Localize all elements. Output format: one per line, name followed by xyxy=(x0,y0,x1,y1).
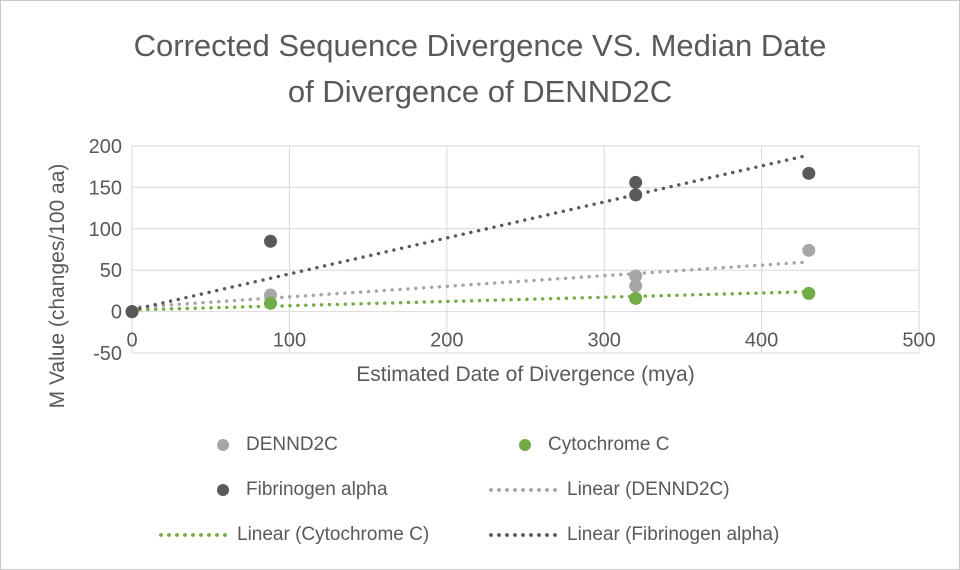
data-point-cytochrome-c xyxy=(264,296,278,310)
y-tick-label: 0 xyxy=(111,302,122,324)
x-tick-label: 300 xyxy=(588,330,621,352)
trendline-linear-cytochrome-c- xyxy=(130,290,811,312)
data-point-dennd2c xyxy=(629,269,643,283)
plot-border xyxy=(131,145,920,354)
data-point-dennd2c xyxy=(629,279,643,293)
data-point-fibrinogen-alpha xyxy=(264,234,278,248)
y-tick-label: 200 xyxy=(89,136,122,158)
x-axis-title: Estimated Date of Divergence (mya) xyxy=(356,363,695,386)
x-tick-label: 500 xyxy=(902,330,935,352)
chart-title: Corrected Sequence Divergence VS. Median… xyxy=(133,28,827,109)
data-point-dennd2c xyxy=(802,243,816,257)
data-point-cytochrome-c xyxy=(802,286,816,300)
data-point-cytochrome-c xyxy=(629,291,643,305)
y-tick-label: 100 xyxy=(89,219,122,241)
x-tick-label: 200 xyxy=(430,330,463,352)
trendline-linear-dennd2c- xyxy=(130,260,811,310)
y-tick-label: -50 xyxy=(93,343,122,365)
data-point-fibrinogen-alpha xyxy=(802,166,816,180)
data-point-fibrinogen-alpha xyxy=(629,188,643,202)
data-point-fibrinogen-alpha xyxy=(125,305,139,319)
data-point-fibrinogen-alpha xyxy=(629,175,643,189)
y-tick-label: 150 xyxy=(89,177,122,199)
trendline-linear-fibrinogen-alpha- xyxy=(130,153,811,312)
x-tick-label: 100 xyxy=(273,330,306,352)
x-tick-label: 400 xyxy=(745,330,778,352)
y-tick-label: 50 xyxy=(100,260,122,282)
x-tick-label: 0 xyxy=(126,330,137,352)
